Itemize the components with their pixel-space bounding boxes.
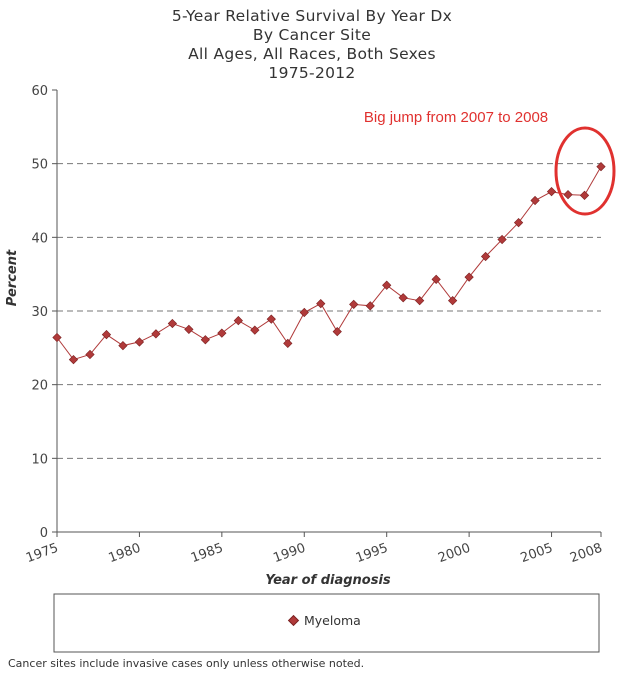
legend-box (53, 593, 600, 653)
legend: Myeloma (53, 593, 600, 653)
axes (52, 89, 602, 537)
x-tick-label: 2005 (519, 541, 555, 566)
data-point (101, 329, 112, 340)
data-point (398, 293, 408, 303)
y-tick-label: 60 (31, 84, 48, 99)
annotation: Big jump from 2007 to 2008 (364, 109, 616, 216)
x-tick-label: 2008 (568, 541, 604, 566)
data-point (332, 327, 342, 337)
title-line-1: 5-Year Relative Survival By Year Dx (172, 7, 452, 25)
title-line-3: All Ages, All Races, Both Sexes (188, 45, 436, 63)
data-point (217, 328, 227, 338)
data-point (497, 234, 507, 245)
data-point (200, 335, 210, 345)
title-line-2: By Cancer Site (253, 26, 371, 44)
x-tick-label: 1995 (354, 541, 390, 566)
gridlines (57, 163, 601, 459)
annotation-circle (554, 126, 616, 216)
y-tick-labels: 0 10 20 30 40 50 60 (31, 84, 48, 541)
data-point (299, 307, 309, 318)
data-point (382, 280, 392, 290)
y-tick-label: 40 (31, 231, 48, 246)
data-point (563, 189, 573, 200)
data-point (365, 301, 375, 311)
x-tick-label: 1985 (189, 541, 225, 566)
data-point (134, 337, 145, 347)
x-tick-label: 1980 (107, 541, 143, 566)
x-tick-labels: 1975 1980 1985 1990 1995 2000 2005 2008 (24, 541, 604, 566)
legend-label-myeloma: Myeloma (304, 613, 361, 628)
title-line-4: 1975-2012 (268, 64, 355, 82)
series-line (56, 166, 602, 361)
survival-chart: 5-Year Relative Survival By Year Dx By C… (5, 7, 616, 653)
data-point (415, 296, 425, 306)
data-point (448, 296, 458, 306)
x-tick-label: 2000 (436, 541, 472, 566)
x-tick-label: 1990 (271, 541, 307, 566)
x-tick-label: 1975 (24, 541, 60, 566)
annotation-text: Big jump from 2007 to 2008 (364, 109, 548, 126)
data-point (513, 217, 524, 228)
data-point (480, 251, 491, 262)
y-axis-label: Percent (5, 249, 20, 306)
data-point (118, 340, 128, 351)
y-tick-label: 20 (31, 379, 48, 394)
data-point (266, 314, 276, 324)
x-axis-label: Year of diagnosis (265, 573, 391, 588)
data-point (250, 325, 260, 335)
data-point (546, 187, 557, 197)
series-myeloma (52, 161, 606, 365)
chart-title: 5-Year Relative Survival By Year Dx By C… (172, 7, 452, 82)
data-point (464, 272, 474, 282)
data-point (530, 195, 540, 206)
y-tick-label: 0 (40, 526, 48, 541)
data-point (151, 329, 161, 339)
y-tick-label: 50 (31, 158, 48, 173)
data-point (68, 354, 79, 365)
data-point (52, 332, 62, 343)
legend-marker-myeloma (287, 614, 300, 627)
data-point (316, 299, 326, 309)
data-point (579, 190, 590, 200)
y-tick-label: 30 (31, 305, 48, 320)
data-point (431, 274, 441, 284)
data-point (233, 315, 243, 326)
data-point (349, 299, 359, 309)
footnote: Cancer sites include invasive cases only… (8, 657, 365, 670)
data-point (85, 349, 95, 360)
data-point (596, 161, 606, 172)
data-point (167, 318, 178, 329)
data-point (184, 324, 194, 335)
data-point (283, 338, 293, 349)
y-tick-label: 10 (31, 452, 48, 467)
